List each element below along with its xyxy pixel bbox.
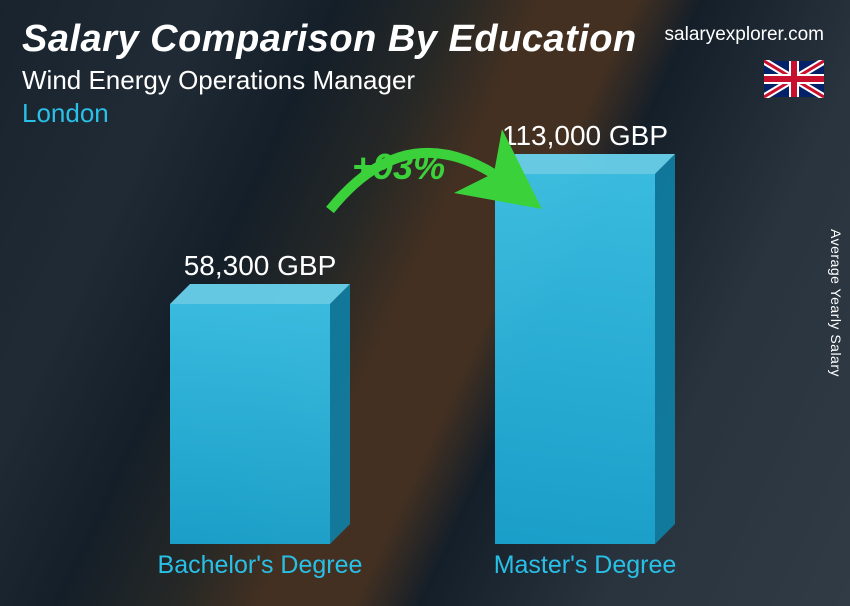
bar-value-label: 58,300 GBP (130, 250, 390, 282)
bar-shape (170, 304, 350, 544)
bar-category-label: Bachelor's Degree (130, 551, 390, 580)
job-title: Wind Energy Operations Manager (22, 65, 828, 96)
header: Salary Comparison By Education Wind Ener… (22, 18, 828, 129)
brand-label: salaryexplorer.com (665, 24, 824, 46)
increase-percentage: +93% (352, 146, 445, 188)
content-container: Salary Comparison By Education Wind Ener… (0, 0, 850, 606)
bar-category-label: Master's Degree (455, 551, 715, 580)
uk-flag-icon (764, 60, 824, 98)
